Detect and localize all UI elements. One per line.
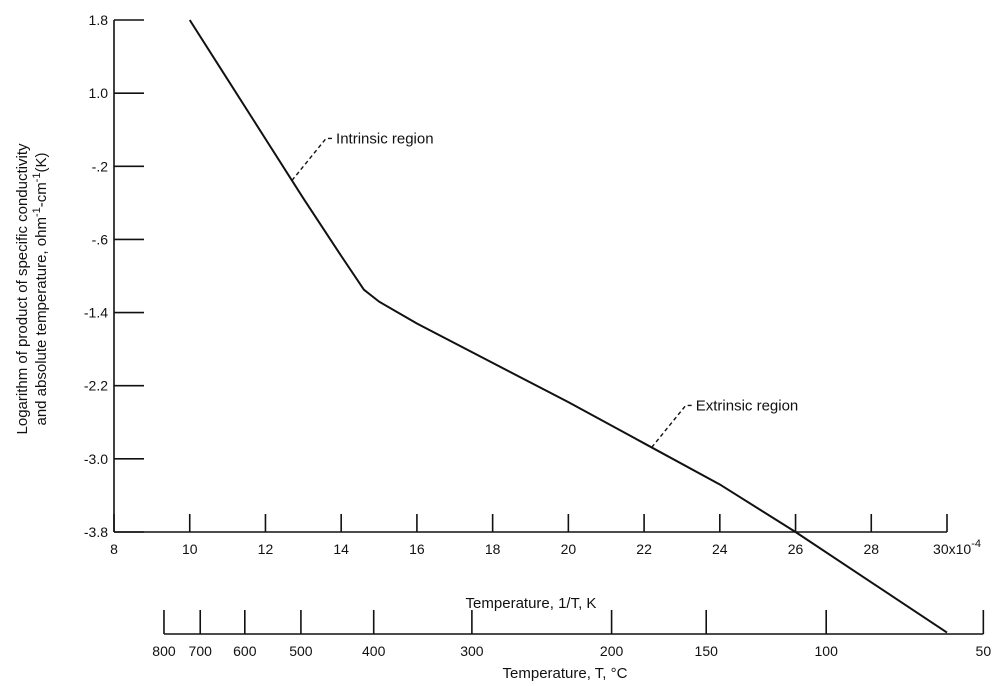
y-axis: 1.8 1.0 -.2 -.6 -1.4 -2.2 -3.0 -3.8 <box>84 12 144 540</box>
x-tick-label: 18 <box>485 541 501 557</box>
x-tick-label: 12 <box>258 541 274 557</box>
secondary-tick-label: 300 <box>460 643 484 659</box>
x-tick-label: 22 <box>636 541 652 557</box>
secondary-axis-title: Temperature, T, °C <box>503 665 628 682</box>
secondary-tick-label: 100 <box>815 643 839 659</box>
secondary-axis: 800 700 600 500 400 300 200 150 100 50 <box>152 610 991 659</box>
series-group <box>188 19 948 634</box>
secondary-tick-label: 500 <box>289 643 313 659</box>
annotation-leader <box>651 404 694 448</box>
x-tick-label: 28 <box>863 541 879 557</box>
secondary-tick-label: 50 <box>976 643 992 659</box>
secondary-tick-label: 150 <box>695 643 719 659</box>
y-tick-label: -.2 <box>92 158 109 174</box>
y-axis-title: Logarithm of product of specific conduct… <box>14 143 31 434</box>
secondary-tick-label: 400 <box>362 643 386 659</box>
secondary-tick-label: 600 <box>233 643 257 659</box>
x-axis: 8 10 12 14 16 18 20 22 24 26 28 30x10-4 <box>110 514 981 557</box>
y-axis-title-line2: and absolute temperature, ohm-1-cm-1(K) <box>31 152 50 425</box>
secondary-tick-label: 700 <box>189 643 213 659</box>
x-tick-label: 30x10-4 <box>933 538 981 557</box>
y-tick-label: -1.4 <box>84 305 108 321</box>
x-tick-label: 10 <box>182 541 198 557</box>
y-tick-label: -3.0 <box>84 451 108 467</box>
secondary-tick-label: 200 <box>600 643 624 659</box>
annotations: Intrinsic region Extrinsic region <box>291 130 799 448</box>
x-tick-label: 20 <box>561 541 577 557</box>
annotation-label: Intrinsic region <box>336 130 434 147</box>
y-tick-label: 1.8 <box>89 12 109 28</box>
x-tick-label: 24 <box>712 541 728 557</box>
y-tick-label: 1.0 <box>89 85 109 101</box>
x-tick-label: 16 <box>409 541 425 557</box>
x-axis-title: Temperature, 1/T, K <box>466 595 597 612</box>
data-series-line <box>188 19 948 634</box>
x-multiplier-exponent: -4 <box>971 538 981 550</box>
x-tick-label: 14 <box>333 541 349 557</box>
annotation-leader <box>291 137 335 181</box>
x-multiplier: 30x10 <box>933 541 971 557</box>
y-tick-label: -3.8 <box>84 524 108 540</box>
x-tick-label: 26 <box>788 541 804 557</box>
secondary-tick-label: 800 <box>152 643 176 659</box>
annotation-label: Extrinsic region <box>696 397 799 414</box>
x-tick-label: 8 <box>110 541 118 557</box>
y-tick-label: -2.2 <box>84 378 108 394</box>
y-tick-label: -.6 <box>92 231 109 247</box>
